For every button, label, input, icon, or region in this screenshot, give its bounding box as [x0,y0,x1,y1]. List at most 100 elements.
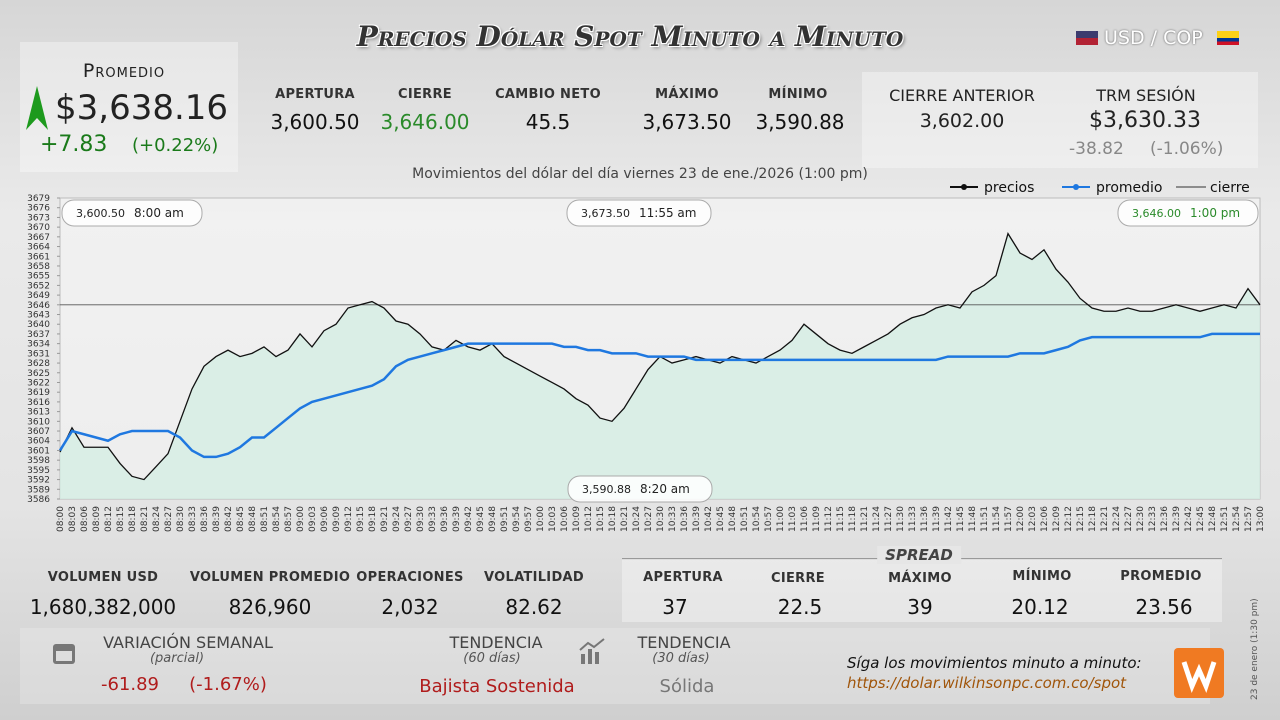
x-tick-label: 08:45 [236,506,246,532]
x-tick-label: 09:00 [296,506,306,532]
x-tick-label: 12:12 [1064,506,1074,532]
promedio-pct: (+0.22%) [132,135,219,156]
y-tick-label: 3652 [27,281,50,291]
x-tick-label: 12:45 [1196,506,1206,532]
x-tick-label: 12:33 [1148,506,1158,532]
x-tick-label: 12:57 [1244,506,1254,532]
x-tick-label: 10:06 [560,506,570,532]
x-tick-label: 10:24 [632,506,642,532]
timestamp: 23 de enero (1:30 pm) [1250,598,1260,700]
x-tick-label: 11:48 [968,506,978,532]
trm-change: -38.82 [1069,139,1124,159]
x-tick-label: 12:18 [1088,506,1098,532]
footer-link[interactable]: https://dolar.wilkinsonpc.com.co/spot [847,674,1127,692]
weekly-sub: (parcial) [149,651,205,666]
x-tick-label: 12:54 [1232,506,1242,532]
legend-label: promedio [1096,180,1163,196]
annotation-time: 8:00 am [134,206,184,220]
x-tick-label: 11:36 [920,506,930,532]
spread-label: CIERRE [771,571,825,586]
x-tick-label: 12:48 [1208,506,1218,532]
trm-value: $3,630.33 [1089,108,1201,133]
y-tick-label: 3604 [27,437,50,447]
y-tick-label: 3679 [27,194,50,204]
x-tick-label: 11:42 [944,506,954,532]
x-tick-label: 12:21 [1100,506,1110,532]
stat-label: CIERRE [398,87,452,102]
x-tick-label: 08:03 [68,506,78,532]
y-tick-label: 3622 [27,378,50,388]
stat-value: 3,590.88 [755,110,845,134]
x-tick-label: 10:09 [572,506,582,532]
x-tick-label: 09:36 [440,506,450,532]
x-tick-label: 11:03 [788,506,798,532]
x-tick-label: 12:03 [1028,506,1038,532]
stat-label: APERTURA [275,87,355,102]
legend-dot [961,184,967,190]
x-tick-label: 09:45 [476,506,486,532]
x-tick-label: 10:57 [764,506,774,532]
stat-value: 3,646.00 [380,110,470,134]
x-tick-label: 08:18 [128,506,138,532]
x-tick-label: 11:27 [884,506,894,532]
x-tick-label: 08:21 [140,506,150,532]
x-tick-label: 10:42 [704,506,714,532]
stat-label: MÍNIMO [768,87,828,102]
series-line [58,332,1260,459]
annotation-value: 3,600.50 [76,207,125,220]
x-tick-label: 12:39 [1172,506,1182,532]
y-tick-label: 3607 [27,427,50,437]
spread-value: 22.5 [777,595,823,619]
x-tick-label: 10:03 [548,506,558,532]
x-tick-label: 08:12 [104,506,114,532]
spread-value: 37 [662,595,688,619]
volume-label: VOLUMEN PROMEDIO [189,570,351,585]
prev-value: 3,602.00 [919,110,1005,132]
y-tick-label: 3658 [27,262,50,272]
annotation-box [567,475,713,503]
volume-value: 826,960 [228,595,312,619]
legend-label: cierre [1210,180,1250,196]
x-tick-label: 09:12 [344,506,354,532]
x-tick-label: 10:54 [752,506,762,532]
spread-title: SPREAD [877,546,961,564]
annotation-time: 1:00 pm [1190,206,1240,220]
x-tick-label: 11:33 [908,506,918,532]
x-tick-label: 12:36 [1160,506,1170,532]
weekly-label: VARIACIÓN SEMANAL [103,633,273,652]
x-tick-label: 10:45 [716,506,726,532]
promedio-panel [20,42,238,172]
trend-icon [579,638,605,664]
trend-label: TENDENCIA [637,633,731,652]
y-tick-label: 3601 [27,446,50,456]
bottom-panel [20,628,1210,704]
y-tick-label: 3619 [27,388,50,398]
weekly-pct: (-1.67%) [189,674,267,695]
spread-label: MÍNIMO [1012,569,1072,584]
x-tick-label: 08:54 [272,506,282,532]
y-tick-label: 3634 [27,340,50,350]
x-tick-label: 08:09 [92,506,102,532]
x-tick-label: 08:36 [200,506,210,532]
y-tick-label: 3595 [27,466,50,476]
x-tick-label: 08:30 [176,506,186,532]
price-area [60,233,1260,499]
x-tick-label: 10:39 [692,506,702,532]
y-tick-label: 3637 [27,330,50,340]
y-tick-label: 3661 [27,252,50,262]
pair: USD / COP [1104,27,1203,49]
legend-label: precios [984,180,1034,196]
x-tick-label: 11:15 [836,506,846,532]
annotation-box [566,199,712,227]
volume-value: 1,680,382,000 [29,595,177,619]
promedio-label: Promedio [82,60,166,82]
y-tick-label: 3664 [27,243,50,253]
volume-value: 82.62 [505,595,563,619]
x-tick-label: 08:15 [116,506,126,532]
up-arrow [26,86,48,130]
x-tick-label: 08:57 [284,506,294,532]
prev-label: CIERRE ANTERIOR [889,86,1035,105]
calendar-icon [53,644,75,664]
x-tick-label: 08:39 [212,506,222,532]
